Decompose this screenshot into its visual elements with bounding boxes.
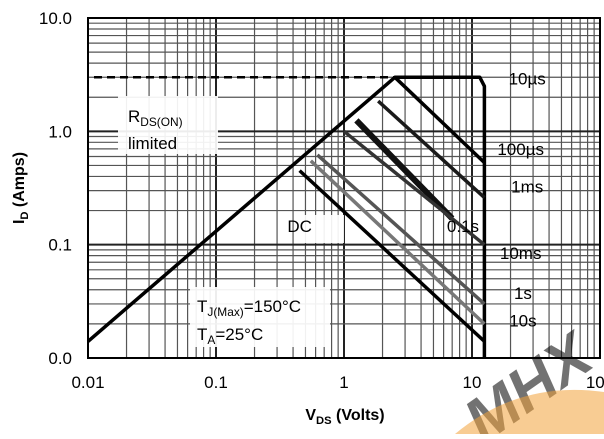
curve-label-dc: DC — [287, 217, 312, 236]
x-tick-label: 10 — [463, 373, 482, 392]
rds-on-label: RDS(ON) — [128, 107, 183, 129]
tj-max-label: TJ(Max)=150°C — [197, 297, 301, 319]
ta-label: TA=25°C — [197, 325, 263, 347]
x-tick-label: 1 — [339, 373, 348, 392]
y-tick-label: 0.1 — [48, 236, 72, 255]
soa-curve-10ms — [342, 129, 486, 247]
watermark-swoosh — [455, 389, 604, 434]
soa-curve-1s — [316, 153, 486, 306]
x-tick-label: 0.01 — [71, 373, 104, 392]
soa-curve-100s — [393, 76, 486, 164]
curve-label-10s: 10s — [509, 311, 536, 330]
curve-label-10us: 10µs — [509, 69, 546, 88]
soa-curve-10s — [86, 75, 487, 358]
soa-curve-dc — [298, 169, 486, 343]
tj-ta-annotation-box — [190, 287, 330, 347]
soa-curve-10s — [309, 159, 486, 326]
plot-frame — [87, 17, 601, 359]
x-tick-label: 100 — [586, 373, 604, 392]
dc-label-box — [300, 215, 344, 243]
x-axis-title: VDS (Volts) — [305, 407, 384, 427]
x-tick-label: 0.1 — [204, 373, 228, 392]
curve-label-0p1s: 0.1s — [447, 217, 479, 236]
soa-curve-1ms — [377, 99, 486, 199]
y-tick-label: 0.0 — [48, 349, 72, 368]
y-tick-label: 10.0 — [39, 9, 72, 28]
rds-annotation-box — [118, 96, 218, 154]
curve-label-1s: 1s — [514, 284, 532, 303]
soa-curve-01s — [354, 118, 455, 221]
curve-label-1ms: 1ms — [511, 177, 543, 196]
curve-label-100us: 100µs — [497, 140, 544, 159]
y-axis-title: ID (Amps) — [11, 152, 31, 224]
curve-label-10ms: 10ms — [500, 244, 542, 263]
y-tick-label: 1.0 — [48, 122, 72, 141]
rds-limited-label: limited — [128, 134, 177, 153]
